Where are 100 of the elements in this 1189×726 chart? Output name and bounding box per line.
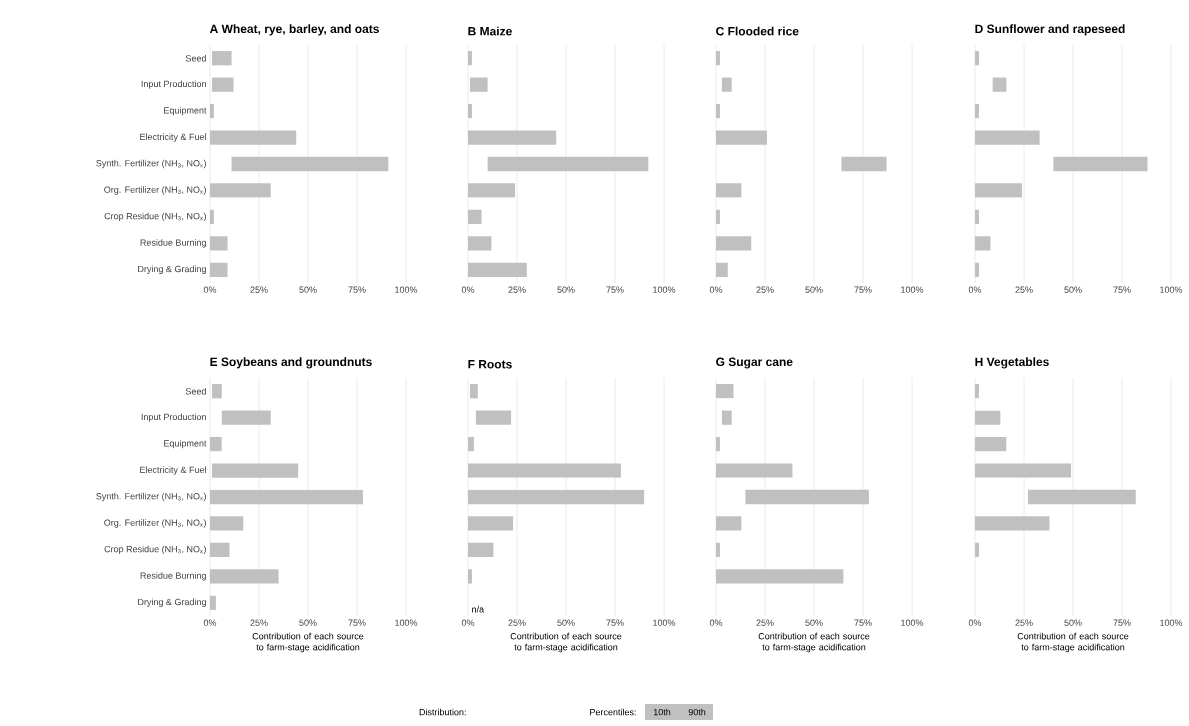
chart-title: G Sugar cane: [716, 357, 793, 369]
y-tick-label: Org. Fertilizer (NH$_{3}$, NO$_{x}$): [104, 186, 206, 195]
x-axis-title: Contribution of each source to farm-stage acidification: [1017, 632, 1129, 653]
bar: [716, 130, 767, 145]
chart-title: B Maize: [468, 26, 512, 36]
x-tick-label: 50%: [1064, 619, 1082, 626]
bar: [210, 516, 244, 531]
bar: [468, 542, 494, 558]
bar: [231, 156, 389, 172]
x-tick-label: 0%: [968, 286, 982, 293]
y-tick-label: Seed: [185, 54, 206, 62]
x-tick-label: 50%: [1064, 286, 1082, 293]
bar: [211, 463, 299, 478]
text: Distribution:: [419, 708, 466, 716]
y-tick-label: Synth. Fertilizer (NH$_{3}$, NO$_{x}$): [96, 159, 206, 169]
bar: [210, 262, 228, 277]
bar: [975, 410, 1001, 425]
x-tick-label: 75%: [606, 619, 624, 626]
bar: [210, 569, 279, 584]
y-tick-label: Input Production: [141, 413, 206, 422]
chart-title: D Sunflower and rapeseed: [975, 24, 1125, 36]
bar: [468, 183, 516, 198]
y-tick-label: Electricity & Fuel: [140, 133, 206, 142]
bar: [210, 595, 216, 610]
x-tick-label: 50%: [557, 286, 575, 293]
y-tick-label: Org. Fertilizer (NH$_{3}$, NO$_{x}$): [104, 519, 206, 528]
x-tick-label: 75%: [854, 286, 872, 293]
bar: [221, 410, 271, 425]
bar: [210, 103, 214, 119]
x-tick-label: 0%: [709, 286, 723, 293]
chart-title: E Soybeans and groundnuts: [210, 357, 372, 369]
x-tick-label: 100%: [901, 619, 924, 626]
x-tick-label: 25%: [756, 286, 774, 293]
y-tick-label: Residue Burning: [140, 239, 206, 248]
x-tick-label: 75%: [854, 619, 872, 626]
x-tick-label: 50%: [805, 286, 823, 293]
chart-title: F Roots: [468, 360, 512, 369]
y-tick-label: Drying & Grading: [138, 265, 206, 274]
x-tick-label: 50%: [299, 286, 317, 293]
x-tick-label: 100%: [901, 286, 924, 293]
y-tick-label: Equipment: [164, 106, 207, 116]
x-tick-label: 25%: [250, 619, 268, 626]
bar: [975, 130, 1040, 145]
bar: [211, 384, 222, 399]
text: Percentiles:: [590, 708, 636, 716]
annotation: n/a: [472, 605, 485, 613]
y-tick-label: Input Production: [141, 80, 206, 89]
bar: [1027, 489, 1136, 505]
bar: [975, 436, 1007, 452]
bar: [210, 236, 228, 251]
x-axis-title: Contribution of each source to farm-stage acidification: [510, 632, 622, 653]
bar: [468, 130, 557, 145]
x-tick-label: 75%: [606, 286, 624, 293]
bar: [469, 77, 488, 92]
bar: [468, 463, 621, 478]
bar: [210, 183, 271, 198]
bar: [468, 262, 527, 277]
bar: [468, 236, 492, 251]
bar: [975, 183, 1023, 198]
bar: [745, 489, 869, 505]
y-tick-label: Synth. Fertilizer (NH$_{3}$, NO$_{x}$): [96, 492, 206, 502]
x-tick-label: 25%: [1015, 619, 1033, 626]
bar: [468, 516, 514, 531]
bar: [975, 516, 1050, 531]
y-tick-label: Drying & Grading: [138, 598, 206, 607]
bar: [716, 463, 793, 478]
bar: [716, 236, 752, 251]
bar: [468, 489, 645, 505]
y-tick-label: Seed: [185, 387, 206, 395]
bar: [716, 183, 742, 198]
x-axis-title: Contribution of each source to farm-stage acidification: [758, 632, 870, 653]
bar: [210, 436, 222, 452]
x-axis-title: Contribution of each source to farm-stage acidification: [252, 632, 364, 653]
x-tick-label: 50%: [805, 619, 823, 626]
x-tick-label: 100%: [653, 619, 676, 626]
x-tick-label: 25%: [508, 286, 526, 293]
bar: [716, 569, 844, 584]
x-tick-label: 0%: [203, 286, 217, 293]
bar: [975, 463, 1072, 478]
x-tick-label: 25%: [756, 619, 774, 626]
text: 10th: [653, 708, 671, 716]
x-tick-label: 100%: [395, 286, 418, 293]
x-tick-label: 100%: [653, 286, 676, 293]
bar: [841, 156, 887, 172]
y-tick-label: Equipment: [164, 439, 207, 449]
chart-title: A Wheat, rye, barley, and oats: [209, 24, 379, 36]
bar: [1053, 156, 1148, 172]
bar: [487, 156, 649, 172]
x-tick-label: 0%: [709, 619, 723, 626]
chart-title: C Flooded rice: [716, 26, 799, 36]
y-tick-label: Crop Residue (NH$_{3}$, NO$_{x}$): [104, 545, 206, 555]
x-tick-label: 100%: [1160, 619, 1183, 626]
x-tick-label: 50%: [557, 619, 575, 626]
bar: [211, 77, 234, 92]
x-tick-label: 0%: [461, 286, 475, 293]
chart-title: H Vegetables: [975, 357, 1049, 369]
x-tick-label: 75%: [348, 286, 366, 293]
bar: [210, 489, 363, 505]
x-tick-label: 100%: [395, 619, 418, 626]
bar: [211, 51, 232, 66]
